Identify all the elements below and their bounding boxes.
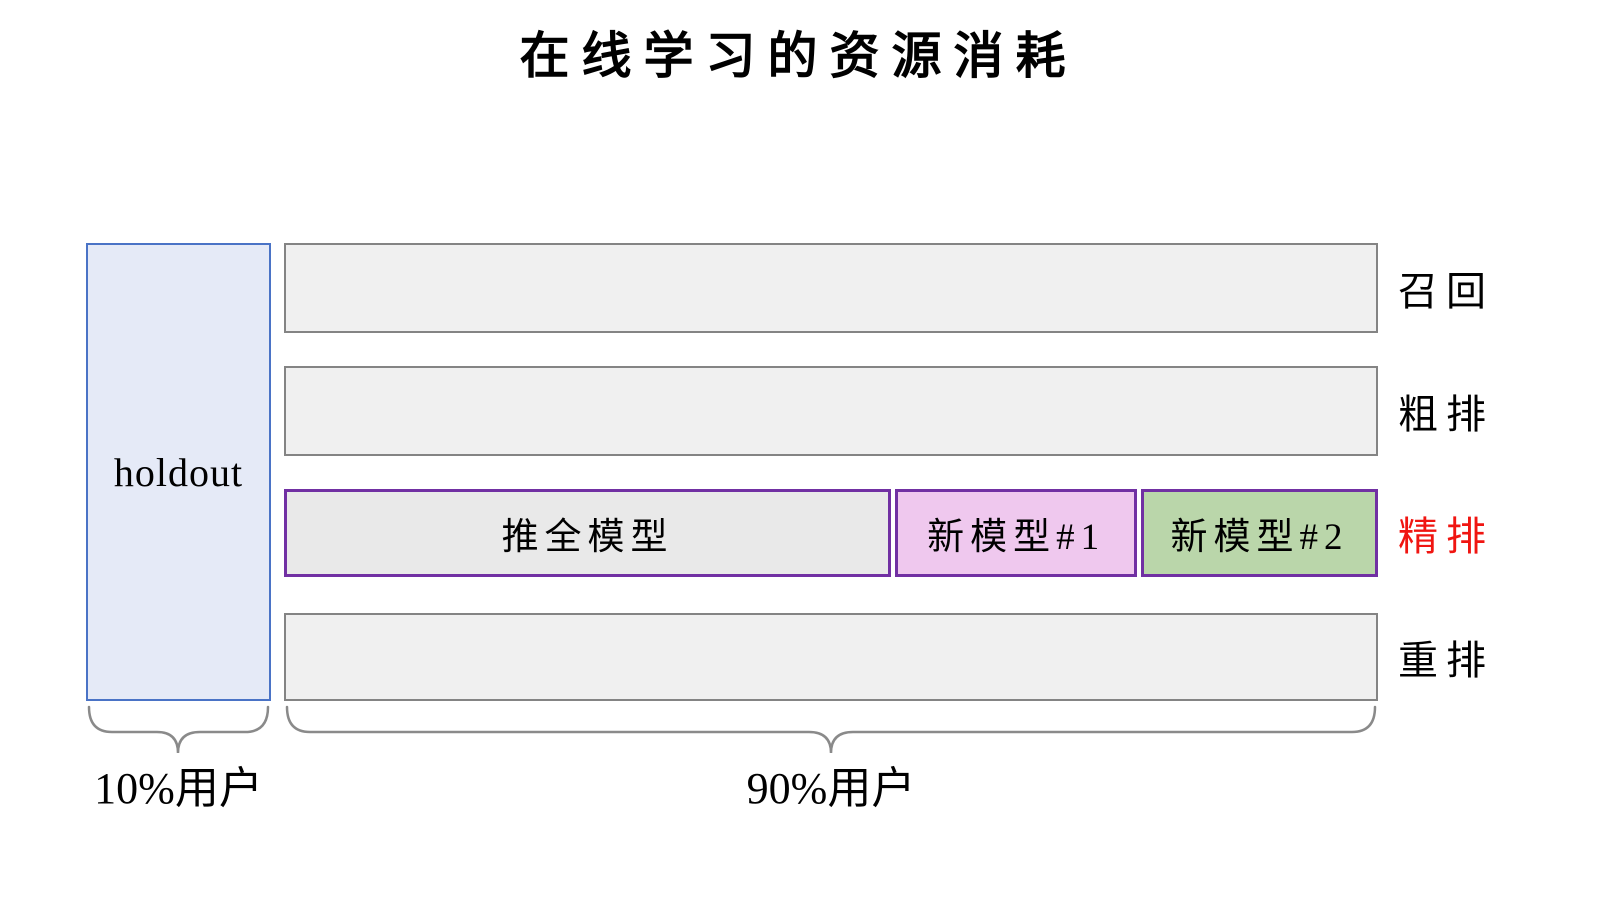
holdout-traffic-label: 10%用户 xyxy=(94,764,263,813)
stage-label-recall: 召回 xyxy=(1398,269,1494,314)
holdout-label: holdout xyxy=(113,449,244,495)
page-title: 在线学习的资源消耗 xyxy=(519,28,1078,84)
segment-label: 新模型#2 xyxy=(1170,517,1349,558)
fine-rank-segment-new-model-2: 新模型#2 xyxy=(1141,489,1378,577)
segment-label: 推全模型 xyxy=(501,517,674,558)
fine-rank-segment-full-model: 推全模型 xyxy=(284,489,892,577)
holdout-underbrace xyxy=(87,705,270,754)
stage-label-coarse-rank: 粗排 xyxy=(1398,392,1494,437)
stage-label-fine-rank: 精排 xyxy=(1398,514,1494,559)
re-rank-bar xyxy=(284,613,1378,701)
holdout-box: holdout xyxy=(86,243,271,701)
fine-rank-segment-new-model-1: 新模型#1 xyxy=(895,489,1138,577)
stage-label-re-rank: 重排 xyxy=(1398,638,1494,683)
online-traffic-label: 90%用户 xyxy=(746,764,916,813)
pipeline-bars: 推全模型 新模型#1 新模型#2 xyxy=(284,243,1378,701)
segment-label: 新模型#1 xyxy=(927,517,1106,558)
recall-bar xyxy=(284,243,1378,333)
coarse-rank-bar xyxy=(284,366,1378,456)
fine-rank-bar: 推全模型 新模型#1 新模型#2 xyxy=(284,489,1378,577)
online-traffic-underbrace xyxy=(285,705,1377,754)
